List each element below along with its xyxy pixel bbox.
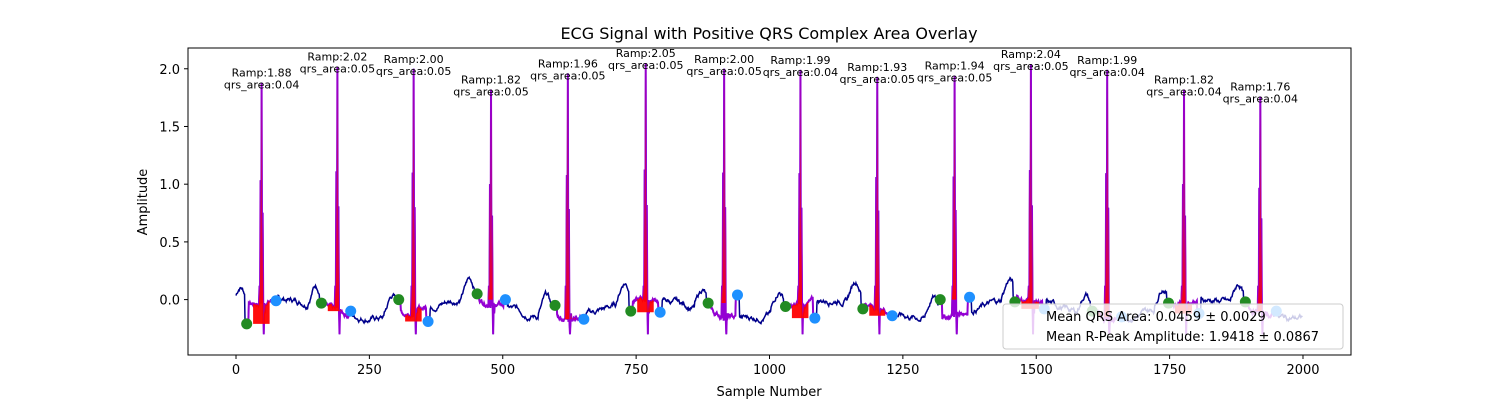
qrs-area-fill-10 <box>946 75 963 300</box>
plot-area: Ramp:1.88qrs_area:0.04Ramp:2.02qrs_area:… <box>224 47 1303 335</box>
y-axis-label: Amplitude <box>136 169 151 236</box>
qrs-offset-marker-3 <box>422 316 434 328</box>
x-tick-label: 1500 <box>1020 363 1053 378</box>
qrs-area-label-10: qrs_area:0.05 <box>917 72 992 85</box>
qrs-area-label-8: qrs_area:0.04 <box>763 66 838 79</box>
stats-legend: Mean QRS Area: 0.0459 ± 0.0029 Mean R-Pe… <box>1002 303 1344 350</box>
qrs-area-fill-1 <box>253 82 270 324</box>
ramp-label-2: Ramp:2.02 <box>307 50 367 63</box>
qrs-area-label-3: qrs_area:0.05 <box>376 65 451 78</box>
qrs-area-label-11: qrs_area:0.05 <box>993 60 1068 73</box>
x-tick-label: 1250 <box>886 363 919 378</box>
qrs-segment-5 <box>555 73 584 335</box>
qrs-onset-marker-9 <box>857 303 869 315</box>
qrs-onset-marker-2 <box>315 297 327 309</box>
x-tick-label: 1750 <box>1153 363 1186 378</box>
qrs-area-label-14: qrs_area:0.04 <box>1223 92 1298 105</box>
x-tick-label: 2000 <box>1286 363 1319 378</box>
ramp-label-4: Ramp:1.82 <box>461 74 521 87</box>
qrs-segment-3 <box>398 68 429 335</box>
qrs-area-label-5: qrs_area:0.05 <box>530 69 605 82</box>
ramp-label-7: Ramp:2.00 <box>694 53 754 66</box>
qrs-onset-marker-3 <box>393 294 405 306</box>
ecg-signal-line <box>235 62 1303 335</box>
qrs-onset-marker-1 <box>241 318 253 330</box>
ramp-label-13: Ramp:1.82 <box>1154 74 1214 87</box>
x-tick-label: 250 <box>357 363 382 378</box>
legend-mean-r-peak-amplitude: Mean R-Peak Amplitude: 1.9418 ± 0.0867 <box>1046 330 1319 345</box>
ramp-label-11: Ramp:2.04 <box>1001 48 1061 61</box>
qrs-area-label-4: qrs_area:0.05 <box>453 86 528 99</box>
ramp-label-14: Ramp:1.76 <box>1230 80 1290 93</box>
legend-box <box>1002 303 1344 350</box>
qrs-onset-marker-10 <box>934 294 946 306</box>
qrs-area-fill-4 <box>483 89 500 300</box>
qrs-area-fill-14 <box>1251 96 1269 312</box>
qrs-offset-marker-1 <box>270 295 282 307</box>
ramp-label-9: Ramp:1.93 <box>847 61 907 74</box>
x-tick-label: 750 <box>624 363 649 378</box>
y-tick-label: 2.0 <box>159 63 180 78</box>
qrs-area-label-1: qrs_area:0.04 <box>224 79 299 92</box>
qrs-offset-marker-6 <box>654 306 666 318</box>
y-tick-label: 1.0 <box>159 178 180 193</box>
chart-title: ECG Signal with Positive QRS Complex Are… <box>560 24 977 43</box>
legend-mean-qrs-area: Mean QRS Area: 0.0459 ± 0.0029 <box>1046 310 1266 325</box>
ramp-label-1: Ramp:1.88 <box>232 67 292 80</box>
qrs-onset-marker-5 <box>549 299 561 311</box>
ramp-label-8: Ramp:1.99 <box>770 54 830 67</box>
axis-ticks: 0 250 500 750 1000 1250 1500 1750 2000 0.0 0.5 1.0 1… <box>159 63 1319 378</box>
qrs-onset-marker-8 <box>780 301 792 313</box>
ramp-label-10: Ramp:1.94 <box>925 60 985 73</box>
x-axis-label: Sample Number <box>716 385 822 400</box>
x-tick-label: 1000 <box>753 363 786 378</box>
qrs-area-label-13: qrs_area:0.04 <box>1146 86 1221 99</box>
ramp-label-6: Ramp:2.05 <box>616 47 676 60</box>
qrs-onset-marker-4 <box>471 288 483 300</box>
qrs-area-label-9: qrs_area:0.05 <box>840 73 915 86</box>
y-tick-label: 0.5 <box>159 236 180 251</box>
ramp-label-3: Ramp:2.00 <box>384 53 444 66</box>
qrs-offset-marker-9 <box>886 310 898 322</box>
qrs-offset-marker-2 <box>345 305 357 317</box>
qrs-area-label-12: qrs_area:0.04 <box>1069 66 1144 79</box>
qrs-area-fill-12 <box>1098 69 1116 317</box>
qrs-segment-14 <box>1245 96 1277 335</box>
qrs-area-fill-2 <box>327 66 346 312</box>
qrs-area-fill-7 <box>714 68 733 304</box>
y-tick-label: 0.0 <box>159 294 180 309</box>
qrs-offset-marker-10 <box>964 291 976 303</box>
qrs-area-fill-3 <box>405 68 422 322</box>
qrs-area-label-2: qrs_area:0.05 <box>300 62 375 75</box>
x-tick-label: 0 <box>232 363 240 378</box>
qrs-offset-marker-8 <box>809 312 821 324</box>
qrs-area-label-6: qrs_area:0.05 <box>608 59 683 72</box>
qrs-onset-marker-6 <box>625 305 637 317</box>
qrs-area-fill-5 <box>561 73 576 320</box>
y-tick-label: 1.5 <box>159 120 180 135</box>
qrs-offset-marker-4 <box>499 294 511 306</box>
qrs-area-fill-9 <box>869 76 886 316</box>
qrs-offset-marker-7 <box>731 289 743 301</box>
qrs-onset-marker-7 <box>702 297 714 309</box>
qrs-area-fill-6 <box>637 63 654 313</box>
ramp-label-5: Ramp:1.96 <box>538 57 598 70</box>
ramp-label-12: Ramp:1.99 <box>1077 54 1137 67</box>
x-tick-label: 500 <box>490 363 515 378</box>
qrs-area-label-7: qrs_area:0.05 <box>686 65 761 78</box>
qrs-offset-marker-5 <box>578 313 590 325</box>
qrs-area-fill-11 <box>1021 64 1039 309</box>
qrs-area-fill-8 <box>791 69 809 319</box>
